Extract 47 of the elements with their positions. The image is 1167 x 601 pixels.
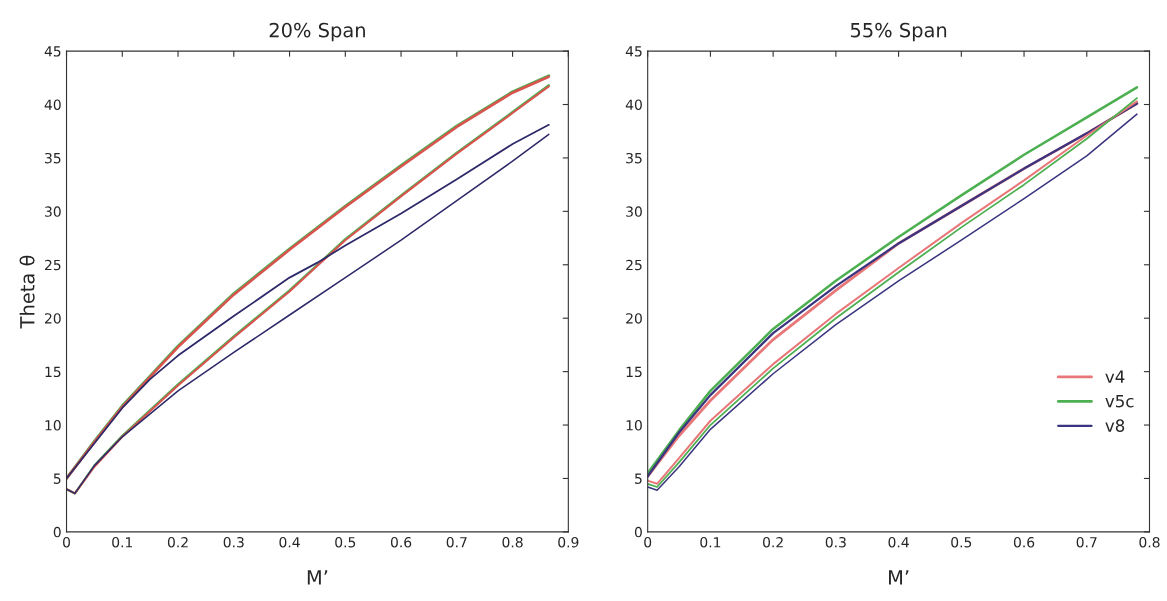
- y-tick-label: 20: [626, 313, 642, 324]
- x-tick-label: 0.2: [763, 536, 783, 548]
- y-tick-label: 35: [626, 152, 642, 164]
- x-tick-label: 0.3: [825, 536, 846, 548]
- x-tick-label: 0.8: [502, 536, 523, 548]
- x-tick-label: 0.1: [112, 536, 133, 548]
- y-tick-label: 0: [53, 526, 61, 538]
- x-tick-label: 0.3: [223, 536, 244, 548]
- x-tick-label: 0.8: [1139, 536, 1160, 548]
- x-tick-label: 0.6: [1013, 536, 1035, 548]
- x-tick-label: 0.7: [1076, 536, 1097, 548]
- x-tick-label: 0.2: [167, 536, 188, 548]
- x-tick-label: 0.4: [888, 536, 909, 548]
- x-tick-label: 0: [644, 536, 652, 548]
- legend-label: v5c: [1105, 395, 1134, 408]
- y-axis-title: Theta θ: [19, 255, 35, 329]
- legend-label: v8: [1105, 419, 1125, 432]
- y-tick-label: 15: [45, 366, 61, 378]
- chart-title: 55% Span: [850, 22, 947, 42]
- y-tick-label: 25: [45, 259, 61, 271]
- x-tick-label: 0.9: [558, 536, 579, 548]
- chart-title: 20% Span: [269, 22, 365, 42]
- y-tick-label: 25: [626, 259, 642, 271]
- legend-label: v4: [1105, 370, 1125, 383]
- x-axis-title: M’: [307, 570, 328, 585]
- x-tick-label: 0.5: [335, 536, 356, 548]
- x-tick-label: 0: [63, 536, 71, 548]
- y-tick-label: 10: [626, 420, 642, 431]
- y-tick-label: 30: [626, 206, 642, 217]
- y-tick-label: 45: [44, 46, 61, 57]
- y-tick-label: 45: [625, 46, 642, 57]
- x-tick-label: 0.6: [390, 536, 412, 548]
- y-tick-label: 0: [634, 526, 642, 538]
- y-tick-label: 5: [635, 473, 642, 484]
- y-tick-label: 40: [44, 99, 61, 110]
- x-axis-title: M’: [889, 570, 909, 585]
- y-tick-label: 40: [625, 99, 642, 110]
- y-tick-label: 10: [45, 420, 61, 431]
- y-tick-label: 20: [45, 313, 61, 324]
- x-tick-label: 0.5: [951, 536, 972, 548]
- y-tick-label: 30: [45, 206, 61, 217]
- x-tick-label: 0.1: [700, 536, 721, 548]
- y-tick-label: 5: [53, 473, 61, 484]
- x-tick-label: 0.4: [279, 536, 300, 548]
- x-tick-label: 0.7: [446, 536, 467, 548]
- y-tick-label: 35: [45, 152, 61, 164]
- y-tick-label: 15: [626, 366, 642, 378]
